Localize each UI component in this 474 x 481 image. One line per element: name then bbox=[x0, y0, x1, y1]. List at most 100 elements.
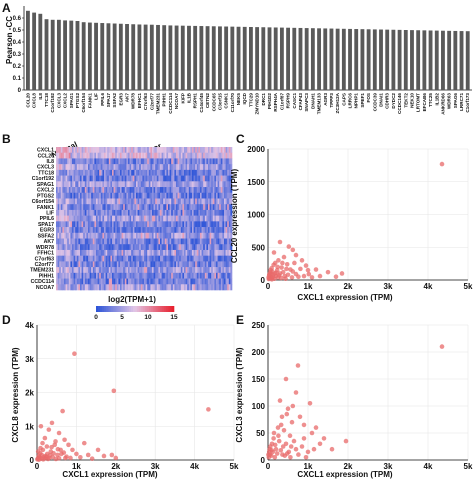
heatmap-cell bbox=[67, 255, 70, 262]
heatmap-cell bbox=[65, 232, 68, 239]
heatmap-cell bbox=[112, 152, 114, 159]
heatmap-cell bbox=[70, 278, 73, 285]
heatmap-cell bbox=[62, 209, 65, 216]
heatmap-legend-swatch bbox=[129, 306, 132, 312]
heatmap-cell bbox=[216, 198, 218, 205]
heatmap-cell bbox=[81, 272, 84, 279]
heatmap-cell bbox=[80, 158, 82, 165]
panel-a-bar bbox=[211, 26, 216, 91]
heatmap-cell bbox=[88, 272, 90, 279]
heatmap-cell bbox=[110, 192, 113, 199]
heatmap-cell bbox=[142, 278, 145, 285]
heatmap-cell bbox=[198, 255, 201, 262]
panel-label-c: C bbox=[236, 132, 245, 146]
heatmap-cell bbox=[217, 267, 220, 274]
heatmap-cell bbox=[220, 164, 223, 171]
heatmap-cell bbox=[129, 278, 132, 285]
heatmap-cell bbox=[144, 238, 146, 245]
heatmap-cell bbox=[153, 187, 156, 194]
heatmap-cell bbox=[160, 187, 162, 194]
heatmap-cell bbox=[132, 209, 135, 216]
heatmap-cell bbox=[140, 198, 143, 205]
heatmap-cell bbox=[164, 249, 167, 256]
heatmap-cell bbox=[73, 272, 76, 279]
heatmap-cell bbox=[201, 158, 204, 165]
heatmap-cell bbox=[220, 147, 223, 154]
heatmap-cell bbox=[86, 261, 89, 268]
heatmap-cell bbox=[91, 215, 94, 222]
heatmap-cell bbox=[200, 209, 202, 216]
heatmap-cell bbox=[206, 209, 209, 216]
heatmap-cell bbox=[169, 215, 172, 222]
heatmap-legend-title: log2(TPM+1) bbox=[108, 295, 156, 304]
heatmap-cell bbox=[126, 278, 129, 285]
heatmap-cell bbox=[148, 221, 151, 228]
heatmap-cell bbox=[78, 181, 81, 188]
heatmap-cell bbox=[116, 192, 119, 199]
heatmap-legend-swatch bbox=[158, 306, 161, 312]
heatmap-cell bbox=[219, 209, 222, 216]
heatmap-cell bbox=[140, 244, 143, 251]
heatmap-cell bbox=[160, 215, 162, 222]
heatmap-cell bbox=[89, 175, 92, 182]
heatmap-cell bbox=[163, 244, 166, 251]
heatmap-cell bbox=[196, 272, 199, 279]
heatmap-cell bbox=[129, 169, 132, 176]
heatmap-cell bbox=[124, 278, 127, 285]
heatmap-cell bbox=[81, 164, 84, 171]
heatmap-cell bbox=[176, 221, 178, 228]
heatmap-cell bbox=[140, 221, 143, 228]
heatmap-cell bbox=[198, 164, 201, 171]
heatmap-cell bbox=[107, 164, 110, 171]
panel-a-bar bbox=[261, 27, 266, 91]
heatmap-cell bbox=[164, 278, 167, 285]
heatmap-cell bbox=[81, 147, 84, 154]
heatmap-cell bbox=[230, 181, 233, 188]
heatmap-cell bbox=[187, 164, 190, 171]
heatmap-cell bbox=[57, 209, 60, 216]
heatmap-cell bbox=[203, 238, 206, 245]
panel-d-point bbox=[38, 423, 44, 429]
heatmap-cell bbox=[212, 181, 215, 188]
heatmap-cell bbox=[174, 221, 177, 228]
heatmap-cell bbox=[160, 244, 162, 251]
heatmap-cell bbox=[193, 227, 196, 234]
heatmap-cell bbox=[128, 164, 130, 171]
heatmap-cell bbox=[187, 284, 190, 291]
heatmap-cell bbox=[94, 158, 97, 165]
heatmap-cell bbox=[116, 272, 119, 279]
heatmap-cell bbox=[94, 198, 97, 205]
heatmap-cell bbox=[68, 192, 71, 199]
heatmap-cell bbox=[57, 232, 60, 239]
heatmap-cell bbox=[172, 232, 175, 239]
heatmap-cell bbox=[161, 221, 164, 228]
heatmap-cell bbox=[118, 169, 121, 176]
heatmap-cell bbox=[112, 272, 114, 279]
panel-a-x-tick-label: AK7 bbox=[125, 93, 130, 103]
heatmap-cell bbox=[56, 249, 58, 256]
heatmap-cell bbox=[182, 221, 185, 228]
heatmap-cell bbox=[145, 244, 148, 251]
heatmap-cell bbox=[126, 272, 129, 279]
heatmap-cell bbox=[129, 175, 132, 182]
heatmap-cell bbox=[113, 147, 116, 154]
heatmap-cell bbox=[227, 198, 230, 205]
heatmap-cell bbox=[182, 284, 185, 291]
heatmap-cell bbox=[70, 181, 73, 188]
panel-e-point bbox=[269, 447, 274, 453]
heatmap-cell bbox=[219, 227, 222, 234]
heatmap-cell bbox=[161, 227, 164, 234]
heatmap-cell bbox=[83, 169, 86, 176]
heatmap-cell bbox=[67, 232, 70, 239]
heatmap-cell bbox=[185, 164, 188, 171]
heatmap-cell bbox=[131, 284, 134, 291]
heatmap-cell bbox=[72, 272, 74, 279]
heatmap-cell bbox=[155, 261, 158, 268]
heatmap-cell bbox=[212, 284, 215, 291]
heatmap-cell bbox=[214, 232, 217, 239]
heatmap-cell bbox=[96, 209, 98, 216]
heatmap-cell bbox=[91, 158, 94, 165]
heatmap-cell bbox=[224, 255, 226, 262]
heatmap-cell bbox=[212, 164, 215, 171]
heatmap-cell bbox=[193, 181, 196, 188]
